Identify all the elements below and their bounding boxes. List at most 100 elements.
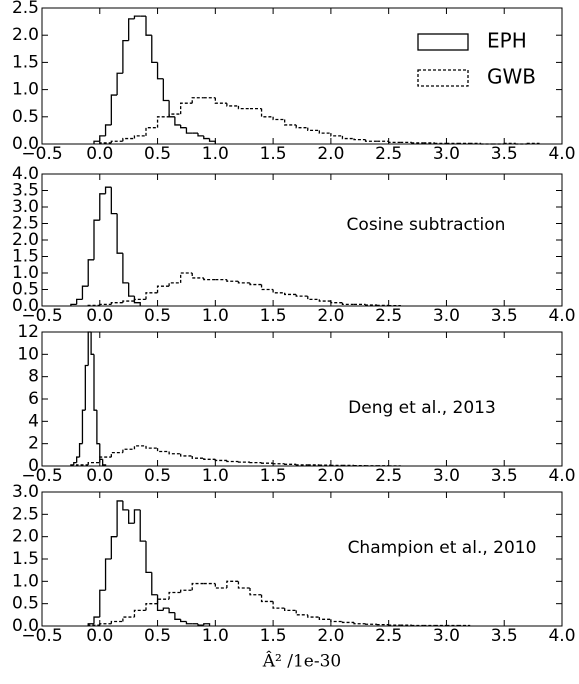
- histogram-step: [133, 509, 141, 524]
- histogram-step: [341, 302, 354, 305]
- histogram-step: [191, 582, 204, 591]
- histogram-step: [249, 588, 262, 596]
- histogram-step: [128, 282, 135, 297]
- x-tick-label: 1.0: [202, 466, 229, 486]
- annotation: Deng et al., 2013: [348, 398, 496, 418]
- histogram-step: [237, 105, 250, 110]
- histogram-step: [93, 219, 100, 260]
- histogram-step: [99, 623, 112, 626]
- histogram-step: [180, 272, 193, 283]
- x-tick-label: 3.5: [491, 144, 518, 164]
- annotation: Champion et al., 2010: [348, 538, 537, 558]
- histogram-step: [341, 135, 354, 140]
- y-tick-label: 2.0: [12, 25, 39, 45]
- histogram-step: [110, 140, 123, 143]
- axes-frame: [41, 331, 563, 467]
- histogram-step: [260, 108, 274, 118]
- histogram-step: [168, 282, 181, 287]
- histogram-step: [81, 285, 89, 300]
- histogram-step: [226, 279, 239, 282]
- histogram-step: [307, 296, 320, 301]
- y-tick-label: 3.0: [12, 482, 39, 502]
- x-tick-label: 3.0: [433, 306, 460, 326]
- histogram-step: [180, 589, 193, 593]
- histogram-step: [73, 462, 77, 465]
- x-tick-label: 3.0: [433, 144, 460, 164]
- histogram-step: [110, 94, 118, 125]
- x-tick-label: 1.5: [260, 626, 287, 646]
- histogram-step: [174, 612, 181, 620]
- histogram-step: [99, 193, 106, 221]
- histogram-step: [122, 448, 135, 453]
- histogram-step: [99, 303, 112, 306]
- x-tick-label: 3.0: [433, 626, 460, 646]
- histogram-step: [272, 463, 285, 465]
- histogram-step: [330, 301, 343, 304]
- histogram-step: [145, 292, 158, 300]
- histogram-step: [168, 451, 181, 455]
- x-tick-label: 2.5: [375, 144, 402, 164]
- histogram-step: [208, 138, 216, 144]
- histogram-step: [133, 15, 141, 19]
- histogram-step: [185, 621, 193, 625]
- histogram-step: [214, 459, 227, 462]
- histogram-step: [168, 591, 181, 600]
- y-tick-label: 0: [28, 456, 39, 476]
- histogram-step: [174, 116, 181, 126]
- annotation: Cosine subtraction: [347, 215, 506, 235]
- x-tick-label: 2.0: [317, 466, 344, 486]
- x-tick-label: 1.5: [260, 306, 287, 326]
- x-tick-label: 3.5: [491, 466, 518, 486]
- x-tick-label: 0.5: [144, 626, 171, 646]
- histogram-step: [272, 601, 285, 609]
- y-tick-label: 6: [28, 389, 39, 409]
- histogram-step: [226, 460, 239, 463]
- legend-swatch: [417, 69, 469, 87]
- x-tick-label: 4.0: [548, 626, 575, 646]
- histogram-step: [185, 127, 193, 134]
- x-tick-label: 2.0: [317, 306, 344, 326]
- histogram-step: [93, 140, 100, 144]
- x-tick-label: 0.0: [86, 626, 113, 646]
- histogram-step: [295, 124, 308, 129]
- y-tick-label: 3.0: [12, 197, 39, 217]
- histogram-step: [180, 102, 193, 115]
- histogram-step: [307, 614, 320, 618]
- x-tick-label: 3.5: [491, 626, 518, 646]
- histogram-step: [249, 282, 262, 286]
- x-tick-label: 2.5: [375, 466, 402, 486]
- legend-label: GWB: [487, 65, 536, 89]
- histogram-step: [76, 456, 80, 463]
- histogram-step: [191, 273, 204, 279]
- histogram-step: [122, 39, 129, 74]
- histogram-step: [87, 259, 94, 287]
- y-tick-label: 3.5: [12, 181, 39, 201]
- x-tick-label: 3.0: [433, 466, 460, 486]
- histogram-step: [284, 119, 297, 126]
- histogram-step: [156, 448, 170, 453]
- histogram-step: [214, 97, 227, 104]
- histogram-step: [191, 455, 204, 459]
- x-tick-label: −0.5: [21, 466, 62, 486]
- histogram-step: [237, 281, 250, 284]
- histogram-step: [145, 16, 152, 36]
- histogram-step: [353, 138, 366, 141]
- histogram-step: [110, 536, 118, 559]
- histogram-step: [90, 332, 94, 355]
- histogram-step: [307, 127, 320, 132]
- x-tick-label: 0.5: [144, 306, 171, 326]
- histogram-step: [260, 594, 274, 603]
- histogram-step: [104, 186, 112, 194]
- histogram-step: [168, 113, 181, 117]
- x-tick-label: 0.0: [86, 466, 113, 486]
- histogram-step: [330, 619, 343, 623]
- histogram-step: [99, 589, 106, 618]
- histogram-step: [145, 603, 158, 611]
- x-tick-label: 3.5: [491, 306, 518, 326]
- histogram-step: [168, 608, 175, 614]
- histogram-step: [353, 622, 366, 625]
- histogram-step: [156, 285, 170, 293]
- histogram-step: [145, 541, 152, 574]
- histogram-step: [116, 213, 123, 254]
